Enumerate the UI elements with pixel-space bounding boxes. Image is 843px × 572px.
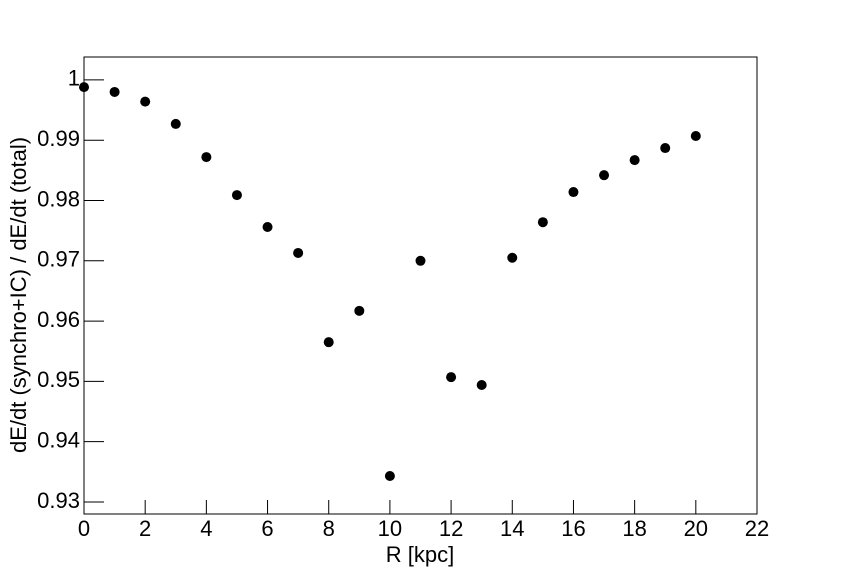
x-tick-label: 16 [561, 516, 585, 541]
x-tick-label: 4 [200, 516, 212, 541]
y-tick-label: 0.97 [37, 247, 80, 272]
x-tick-label: 18 [622, 516, 646, 541]
plot-frame [83, 56, 758, 515]
data-point [293, 247, 304, 258]
y-tick-label: 1 [68, 66, 80, 91]
x-tick-label: 10 [378, 516, 402, 541]
y-tick-label: 0.98 [37, 186, 80, 211]
data-point [446, 372, 457, 383]
data-point [384, 471, 395, 482]
data-point [537, 217, 548, 228]
data-point [660, 143, 671, 154]
data-point [79, 82, 89, 93]
data-point [507, 252, 518, 263]
data-point [690, 130, 701, 141]
data-point [262, 222, 273, 233]
x-axis-label: R [kpc] [386, 542, 454, 567]
y-tick-label: 0.95 [37, 367, 80, 392]
data-point [354, 305, 365, 316]
data-point [231, 190, 242, 201]
data-point [323, 337, 334, 348]
data-point [109, 86, 120, 97]
data-point [201, 152, 212, 163]
data-point [568, 187, 579, 198]
x-tick-label: 22 [745, 516, 769, 541]
y-tick-label: 0.94 [37, 427, 80, 452]
x-tick-label: 14 [500, 516, 524, 541]
x-tick-label: 12 [439, 516, 463, 541]
y-tick-label: 0.99 [37, 126, 80, 151]
data-point [599, 170, 610, 181]
data-point [415, 255, 426, 266]
x-tick-label: 0 [78, 516, 90, 541]
x-tick-label: 2 [139, 516, 151, 541]
x-tick-label: 20 [684, 516, 708, 541]
data-point [476, 379, 487, 390]
data-point [629, 155, 640, 166]
x-tick-label: 6 [261, 516, 273, 541]
x-tick-label: 8 [323, 516, 335, 541]
y-tick-label: 0.96 [37, 307, 80, 332]
y-tick-label: 0.93 [37, 488, 80, 513]
y-axis-label: dE/dt (synchro+IC) / dE/dt (total) [6, 137, 31, 453]
data-point [170, 118, 181, 129]
data-point [140, 96, 151, 107]
